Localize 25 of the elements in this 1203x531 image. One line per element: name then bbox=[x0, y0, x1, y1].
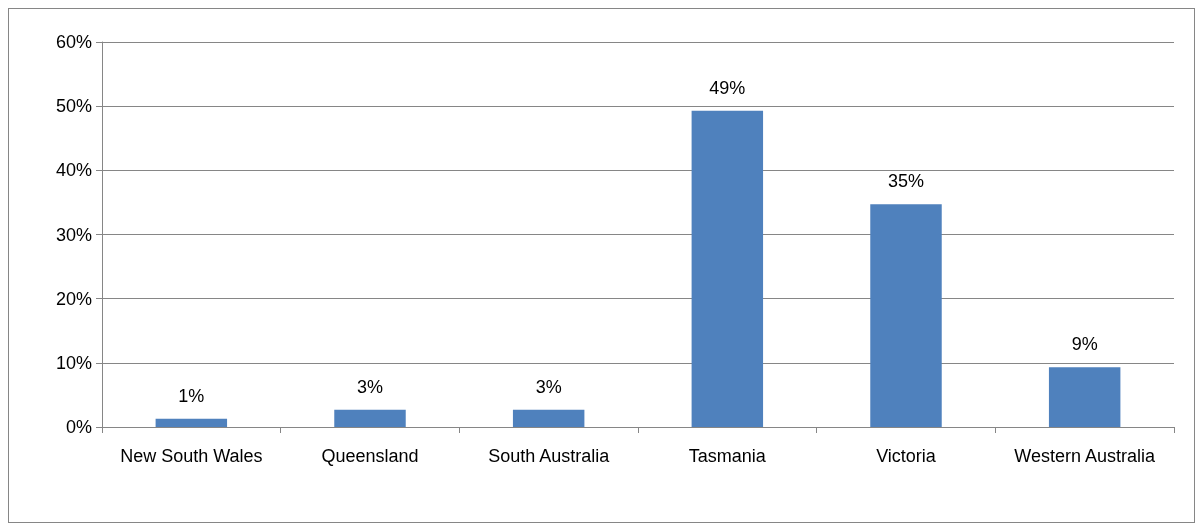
y-tick-label: 60% bbox=[55, 32, 92, 52]
y-tick-label: 30% bbox=[55, 224, 92, 245]
bar bbox=[512, 409, 585, 427]
y-tick-label: 10% bbox=[55, 352, 92, 373]
x-tick-label: Tasmania bbox=[688, 446, 767, 466]
data-label: 49% bbox=[709, 77, 746, 98]
x-tick-label: Western Australia bbox=[1014, 446, 1157, 466]
x-tick-label: New South Wales bbox=[120, 446, 263, 466]
y-tick-label: 50% bbox=[55, 96, 92, 117]
data-label: 1% bbox=[178, 385, 205, 406]
x-tick-label: Queensland bbox=[321, 446, 419, 466]
data-label: 9% bbox=[1071, 334, 1098, 355]
bar bbox=[155, 418, 228, 427]
x-tick-label: South Australia bbox=[488, 446, 611, 466]
bar bbox=[334, 409, 406, 427]
x-tick-label: Victoria bbox=[876, 446, 937, 466]
data-label: 35% bbox=[887, 171, 925, 192]
y-tick-label: 0% bbox=[65, 417, 92, 437]
bar bbox=[870, 204, 942, 427]
bar bbox=[1048, 367, 1121, 427]
data-label: 3% bbox=[535, 376, 562, 397]
data-label: 3% bbox=[356, 376, 384, 397]
y-tick-label: 20% bbox=[55, 288, 92, 309]
y-tick-label: 40% bbox=[55, 160, 92, 181]
bar bbox=[691, 110, 764, 427]
